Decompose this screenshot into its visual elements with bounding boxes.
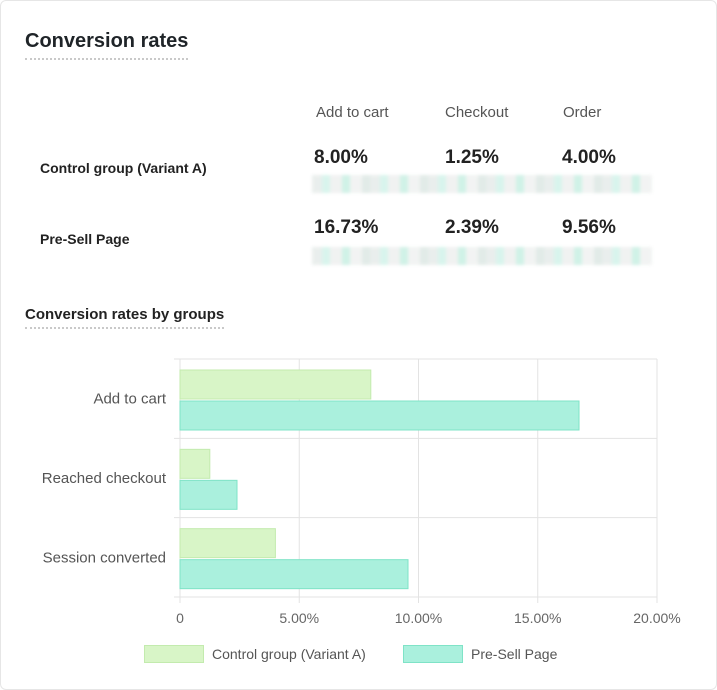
bar-presell xyxy=(179,559,409,590)
row-label-presell: Pre-Sell Page xyxy=(40,231,130,247)
redacted-text-presell xyxy=(312,247,652,265)
y-category-label: Session converted xyxy=(43,549,166,566)
legend-swatch-presell xyxy=(403,645,463,663)
presell-add-to-cart-value: 16.73% xyxy=(314,217,379,238)
chart-title: Conversion rates by groups xyxy=(25,306,225,329)
bar-presell xyxy=(179,400,580,431)
control-order-value: 4.00% xyxy=(562,147,616,168)
bar-presell xyxy=(179,479,238,510)
legend-label-control: Control group (Variant A) xyxy=(212,646,366,662)
x-tick-label: 20.00% xyxy=(633,610,680,626)
legend-swatch-control xyxy=(144,645,204,663)
column-header-order: Order xyxy=(563,104,602,121)
legend-label-presell: Pre-Sell Page xyxy=(471,646,558,662)
bar-control xyxy=(179,369,372,400)
column-header-checkout: Checkout xyxy=(445,104,509,121)
bar-control xyxy=(179,448,211,479)
presell-order-value: 9.56% xyxy=(562,217,616,238)
x-tick-label: 15.00% xyxy=(514,610,561,626)
legend-item-presell[interactable]: Pre-Sell Page xyxy=(403,645,557,663)
column-header-add-to-cart: Add to cart xyxy=(316,104,389,121)
legend-item-control[interactable]: Control group (Variant A) xyxy=(144,645,366,663)
x-tick-label: 10.00% xyxy=(395,610,442,626)
redacted-text-control xyxy=(312,175,652,193)
y-category-label: Reached checkout xyxy=(42,470,167,487)
x-tick-label: 0 xyxy=(176,610,184,626)
conversion-bar-chart: 0 5.00% 10.00% 15.00% 20.00% Add to cart Reach… xyxy=(42,358,681,626)
card-title: Conversion rates xyxy=(25,30,189,60)
control-add-to-cart-value: 8.00% xyxy=(314,147,368,168)
presell-checkout-value: 2.39% xyxy=(445,217,499,238)
y-category-label: Add to cart xyxy=(93,391,166,408)
row-label-control: Control group (Variant A) xyxy=(40,160,207,176)
control-checkout-value: 1.25% xyxy=(445,147,499,168)
bar-control xyxy=(179,528,276,559)
x-tick-label: 5.00% xyxy=(279,610,319,626)
